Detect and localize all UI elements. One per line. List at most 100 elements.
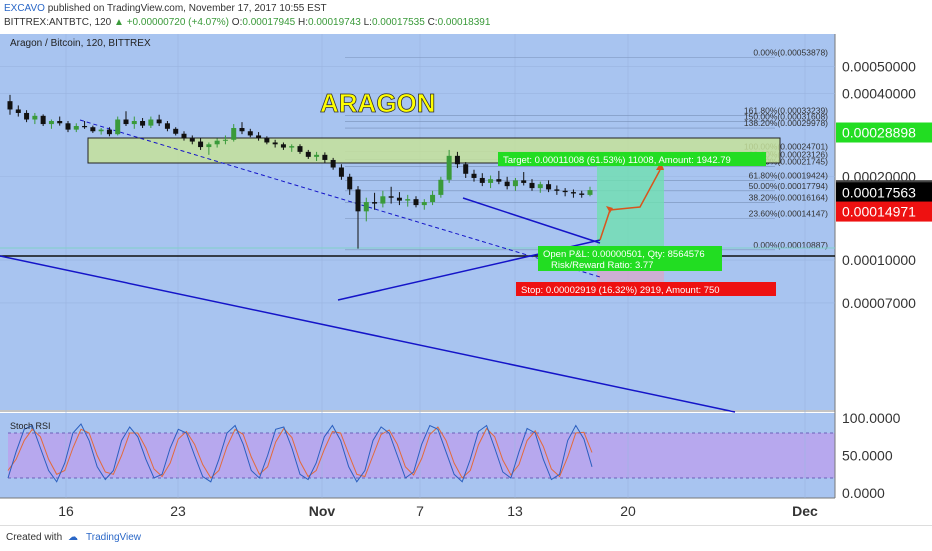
publish-line: EXCAVO published on TradingView.com, Nov… (4, 3, 327, 14)
candle-body (123, 119, 129, 125)
candle-body (372, 202, 378, 204)
candle-body (504, 181, 510, 187)
candle-body (222, 139, 228, 141)
fib-level-label: 88.60%(0.00023126) (749, 149, 829, 159)
candle-body (338, 167, 344, 177)
candle-body (512, 180, 518, 187)
time-tick-label: 13 (507, 503, 523, 519)
pnl-label: Open P&L: 0.00000501, Qty: 8564576 (543, 249, 705, 260)
time-tick-label: 20 (620, 503, 636, 519)
candle-body (272, 142, 278, 145)
fib-level-label: 161.80%(0.00033239) (744, 106, 828, 116)
candle-body (305, 151, 311, 157)
fib-level-label: 23.60%(0.00014147) (749, 208, 829, 218)
candle-body (297, 146, 303, 152)
grid (0, 34, 835, 498)
candle-body (330, 159, 336, 168)
candle-body (264, 138, 270, 143)
candle-body (570, 192, 576, 194)
candle-body (148, 119, 154, 126)
candle-body (24, 112, 30, 120)
price-tag-label: 0.00014971 (842, 204, 916, 220)
price-tag-box (836, 182, 932, 203)
candle-body (537, 184, 543, 189)
candle-body (488, 179, 494, 183)
candle-body (164, 123, 170, 129)
candle-body (106, 129, 112, 135)
long-trend-line[interactable] (0, 255, 736, 413)
fib-level-label: 138.20%(0.00029978) (744, 118, 828, 128)
fib-level-label: 78.60%(0.00021745) (749, 157, 829, 167)
candle-body (413, 199, 419, 206)
rr-label: Risk/Reward Ratio: 3.77 (551, 260, 653, 271)
candle-body (214, 140, 220, 145)
candle-body (446, 155, 452, 180)
candle-body (396, 197, 402, 201)
rsi-tick-label: 50.0000 (842, 448, 893, 464)
candle-body (562, 190, 568, 193)
symbol-label: BITTREX:ANTBTC, 120 (4, 17, 112, 28)
time-tick-label: Nov (309, 503, 336, 519)
tradingview-link[interactable]: TradingView (86, 532, 142, 543)
fibonacci-levels: 0.00%(0.00053878) 161.80%(0.00033239)150.… (345, 48, 829, 251)
price-tag-label: 0.00017563 (842, 184, 916, 200)
high-value: 0.00019743 (307, 17, 361, 28)
time-tick-label: 7 (416, 503, 424, 519)
price-tick-label: 0.00050000 (842, 59, 916, 75)
fib-level-label: 100.00%(0.00024701) (744, 141, 828, 151)
high-label: H: (297, 17, 308, 28)
arrow-head-1 (606, 206, 613, 213)
time-tick-label: 16 (58, 503, 74, 519)
rsi-title: Stoch RSI (10, 421, 51, 431)
candle-body (198, 141, 204, 148)
author-link[interactable]: EXCAVO (4, 3, 45, 14)
candle-body (231, 128, 237, 140)
candle-body (280, 144, 286, 148)
candle-body (546, 184, 552, 190)
candle-body (347, 176, 353, 190)
candle-body (173, 128, 179, 134)
candle-body (156, 119, 162, 124)
candle-body (587, 190, 593, 195)
fib-level-label: 61.80%(0.00019424) (749, 170, 829, 180)
tradingview-logo-icon: ☁ (68, 532, 78, 543)
chart-header: EXCAVO published on TradingView.com, Nov… (0, 0, 932, 32)
stoch-rsi-d-line (7, 426, 593, 479)
candle-body (529, 182, 535, 189)
candle-body (181, 133, 187, 139)
candle-body (380, 196, 386, 204)
price-chart[interactable]: 0.00%(0.00053878) 161.80%(0.00033239)150.… (0, 0, 932, 525)
candle-body (355, 189, 361, 212)
candle-body (463, 164, 469, 174)
candle-body (40, 115, 46, 125)
close-value: 0.00018391 (437, 17, 491, 28)
price-tick-label: 0.00040000 (842, 85, 916, 101)
open-value: 0.00017945 (242, 17, 296, 28)
candle-body (115, 119, 121, 135)
low-label: L: (363, 17, 372, 28)
candle-body (131, 121, 137, 125)
change-label: ▲ +0.00000720 (+4.07%) (114, 17, 230, 28)
stop-label-box (516, 282, 776, 296)
chart-title: Aragon / Bitcoin, 120, BITTREX (10, 38, 151, 49)
fib-level-label: 0.00%(0.00010887) (753, 240, 828, 250)
time-tick-label: Dec (792, 503, 818, 519)
rsi-band (8, 433, 835, 478)
price-tick-label: 0.00010000 (842, 252, 916, 268)
candle-body (471, 173, 477, 178)
stoch-rsi-k-line (7, 423, 593, 483)
open-label: O: (231, 17, 243, 28)
candle-body (421, 202, 427, 206)
time-tick-label: 23 (170, 503, 186, 519)
target-zone[interactable] (597, 163, 664, 248)
candles (7, 94, 593, 249)
candle-body (82, 126, 88, 128)
aragon-annotation: ARAGON (320, 88, 436, 118)
triangle-upper-line[interactable] (462, 197, 601, 244)
candle-body (73, 126, 79, 130)
candle-body (388, 196, 394, 198)
candle-body (239, 128, 245, 132)
candle-body (32, 115, 38, 120)
fib-level-label: 150.00%(0.00031608) (744, 112, 828, 122)
